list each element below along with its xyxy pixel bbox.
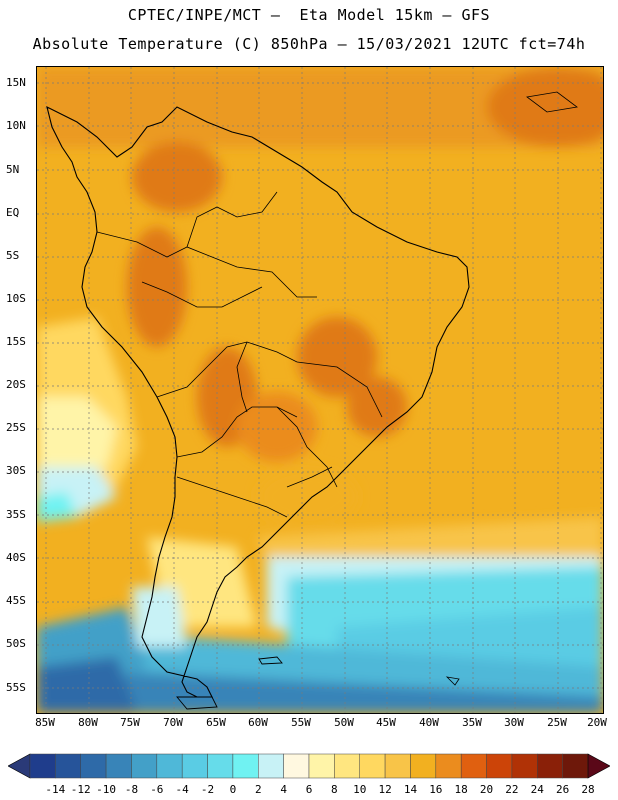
lon-label: 20W	[587, 716, 607, 729]
temperature-field	[37, 67, 603, 713]
colorbar-swatch	[258, 753, 284, 779]
lat-label: 5N	[6, 163, 20, 176]
lon-label: 65W	[206, 716, 226, 729]
colorbar-tick-label: -10	[96, 783, 117, 796]
lat-label: EQ	[6, 206, 20, 219]
colorbar-swatch	[207, 753, 234, 779]
colorbar	[8, 753, 610, 779]
lat-label: 50S	[6, 637, 26, 650]
colorbar-swatch	[156, 753, 183, 779]
title-line-2: Absolute Temperature (C) 850hPa – 15/03/…	[32, 35, 586, 53]
colorbar-swatch	[537, 753, 563, 779]
colorbar-swatch	[359, 753, 386, 779]
coastline-south-america	[46, 105, 470, 698]
lon-label: 30W	[504, 716, 524, 729]
lon-label: 70W	[163, 716, 183, 729]
lat-label: 20S	[6, 378, 26, 391]
colorbar-tick-label: 4	[280, 783, 287, 796]
colorbar-swatch	[460, 753, 487, 779]
lat-label: 40S	[6, 551, 26, 564]
lon-label: 35W	[462, 716, 482, 729]
colorbar-swatch	[80, 753, 107, 779]
colorbar-swatch	[181, 753, 208, 779]
country-borders	[96, 191, 383, 518]
lon-label: 25W	[547, 716, 567, 729]
colorbar-swatch	[308, 753, 335, 779]
colorbar-swatch	[486, 753, 513, 779]
colorbar-tick-label: -12	[70, 783, 91, 796]
colorbar-tick-label: 22	[505, 783, 519, 796]
colorbar-tick-label: 0	[229, 783, 237, 796]
lat-label: 45S	[6, 594, 26, 607]
lon-label: 80W	[78, 716, 98, 729]
colorbar-tick-label: 18	[454, 783, 468, 796]
map-panel	[36, 66, 604, 714]
colorbar-tick-label: 12	[378, 783, 392, 796]
colorbar-swatch	[232, 753, 259, 779]
colorbar-swatch	[283, 753, 310, 779]
colorbar-tick-label: -8	[124, 783, 139, 796]
lon-label: 50W	[334, 716, 354, 729]
lat-label: 10S	[6, 292, 26, 305]
graticule	[37, 67, 603, 713]
colorbar-tick-label: 24	[530, 783, 544, 796]
caribbean-islands	[526, 91, 578, 113]
title-line-1: CPTEC/INPE/MCT – Eta Model 15km – GFS	[127, 6, 491, 24]
south-georgia-island	[445, 676, 460, 686]
colorbar-tick-label: -4	[175, 783, 189, 796]
colorbar-tick-label: 8	[331, 783, 338, 796]
colorbar-tick-label: 26	[556, 783, 570, 796]
colorbar-tick-label: 2	[254, 783, 262, 796]
lon-label: 40W	[419, 716, 439, 729]
colorbar-swatch	[105, 753, 132, 779]
lat-label: 15N	[6, 76, 26, 89]
lon-label: 45W	[376, 716, 396, 729]
colorbar-under-triangle	[8, 753, 31, 779]
colorbar-swatch	[435, 753, 462, 779]
colorbar-swatch	[334, 753, 360, 779]
colorbar-tick-label: 6	[305, 783, 313, 796]
lon-label: 60W	[248, 716, 268, 729]
colorbar-swatch	[131, 753, 158, 779]
colorbar-swatch	[29, 753, 56, 779]
lat-label: 35S	[6, 508, 26, 521]
colorbar-tick-label: 28	[581, 783, 595, 796]
tierra-del-fuego	[176, 696, 218, 710]
colorbar-swatch	[384, 753, 411, 779]
lon-label: 85W	[35, 716, 55, 729]
lat-label: 55S	[6, 681, 26, 694]
colorbar-swatch	[410, 753, 437, 779]
lon-label: 75W	[120, 716, 140, 729]
colorbar-tick-label: 16	[429, 783, 443, 796]
colorbar-swatch	[511, 753, 538, 779]
colorbar-tick-label: -14	[45, 783, 66, 796]
lat-label: 30S	[6, 464, 26, 477]
lat-label: 5S	[6, 249, 20, 262]
lat-label: 10N	[6, 119, 26, 132]
colorbar-swatch	[562, 753, 589, 779]
lat-label: 25S	[6, 421, 26, 434]
colorbar-tick-label: 10	[353, 783, 367, 796]
colorbar-tick-label: 20	[479, 783, 494, 796]
colorbar-tick-label: -6	[150, 783, 164, 796]
lon-label: 55W	[291, 716, 311, 729]
colorbar-swatch	[55, 753, 81, 779]
colorbar-over-triangle	[587, 753, 610, 779]
colorbar-tick-label: -2	[200, 783, 215, 796]
falkland-islands	[258, 656, 283, 665]
lat-label: 15S	[6, 335, 26, 348]
temperature-map	[37, 67, 603, 713]
colorbar-tick-label: 14	[403, 783, 418, 796]
